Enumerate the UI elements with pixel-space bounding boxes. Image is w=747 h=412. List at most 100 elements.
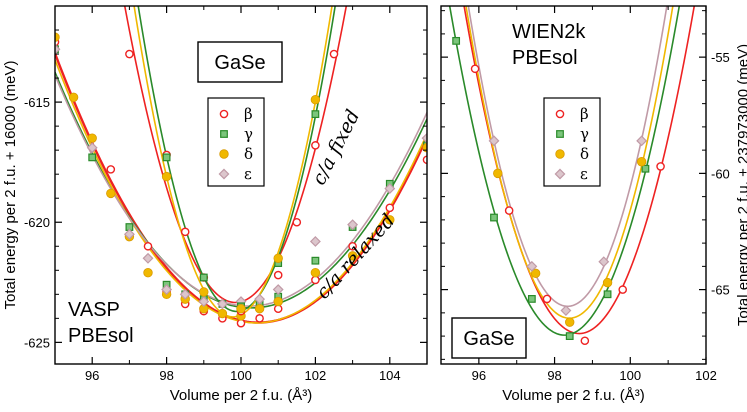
x-tick-label: 96 [472,368,486,383]
data-point [580,336,590,346]
legend-marker [219,109,229,119]
data-point [348,241,357,251]
data-point [347,219,359,231]
material-label-box [451,317,527,359]
data-point [311,141,320,150]
data-point [470,64,480,74]
legend-box [207,97,265,187]
data-point [618,285,628,294]
data-point [88,153,97,162]
legend-label: δ [244,145,253,163]
data-point [254,293,266,305]
data-point [493,168,503,179]
code-label: VASP [68,299,120,321]
y-tick-label: -625 [24,335,50,350]
data-point [199,273,208,282]
data-point [87,133,97,143]
data-point [309,236,321,247]
material-label: GaSe [214,52,265,74]
series-points-6 [161,95,321,314]
legend-marker [554,168,566,180]
data-point [452,36,461,45]
x-tick-label: 98 [547,368,561,383]
legend-marker [219,149,229,159]
y-tick-label: -55 [711,50,730,65]
data-point [603,290,612,299]
panel-wien2k: 96 98 100 102 -55 -60 -65 Volume per 2 f.u. (Å³… [440,5,747,404]
data-point [421,132,427,144]
data-point [143,241,153,251]
series-points-4 [125,49,339,316]
x-tick-label: 98 [159,368,173,383]
data-point [142,252,154,264]
data-point [180,227,190,237]
y-axis-label: Total energy per 2 f.u. + 16000 (meV) [2,61,19,310]
data-point [292,217,302,227]
data-point [311,110,320,119]
data-point [161,171,172,182]
data-point [347,251,358,261]
legend-label: γ [580,125,589,143]
legend-marker [218,168,230,180]
data-point [490,213,498,222]
x-tick-label: 102 [695,368,717,383]
data-point [636,135,648,147]
data-point [68,92,79,103]
data-point [216,298,228,310]
data-point [384,183,396,195]
series-points-3 [55,43,427,310]
x-tick-label: 96 [85,368,99,383]
data-point [198,296,210,307]
data-point [504,206,514,215]
legend-label: β [244,105,253,123]
y-axis-label: Total energy per 2 f.u. + 237973000 (meV… [735,44,747,326]
data-point [123,228,135,240]
data-point [385,215,395,225]
data-point [385,203,395,213]
data-point [86,142,98,154]
material-label: GaSe [463,328,514,350]
x-tick-label: 102 [305,368,327,383]
data-point [311,256,320,265]
series-points-1 [452,36,650,341]
legend-label: γ [244,125,253,143]
plot-frame [440,5,707,365]
data-point [656,162,665,171]
series-points-2 [493,157,647,327]
data-point [161,284,173,295]
legend-label: δ [580,145,589,163]
data-point [254,304,265,314]
code-label: PBEsol [512,47,578,69]
legend-label: ε [244,165,252,183]
data-point [106,165,116,174]
data-point [636,157,647,167]
material-label-box [197,41,283,83]
data-point [565,317,575,327]
x-axis-label: Volume per 2 f.u. (Å³) [170,387,313,404]
x-tick-label: 100 [619,368,641,383]
data-point [255,314,264,323]
y-tick-label: -65 [711,283,730,298]
data-point [526,260,538,272]
data-point [598,256,610,268]
data-point [273,296,283,307]
data-point [310,267,321,278]
legend-marker [556,130,564,138]
x-axis-label: Volume per 2 f.u. (Å³) [502,387,645,404]
y-tick-label: -60 [711,166,730,181]
data-point [641,164,650,173]
data-point [488,135,500,147]
data-point [162,153,171,162]
data-point [273,253,283,263]
data-point [329,49,339,59]
data-point [179,288,191,300]
legend-marker [220,130,228,138]
plot-area [448,6,696,346]
data-point [542,294,552,304]
data-point [273,270,283,280]
data-point [310,95,321,105]
data-point [143,267,153,278]
